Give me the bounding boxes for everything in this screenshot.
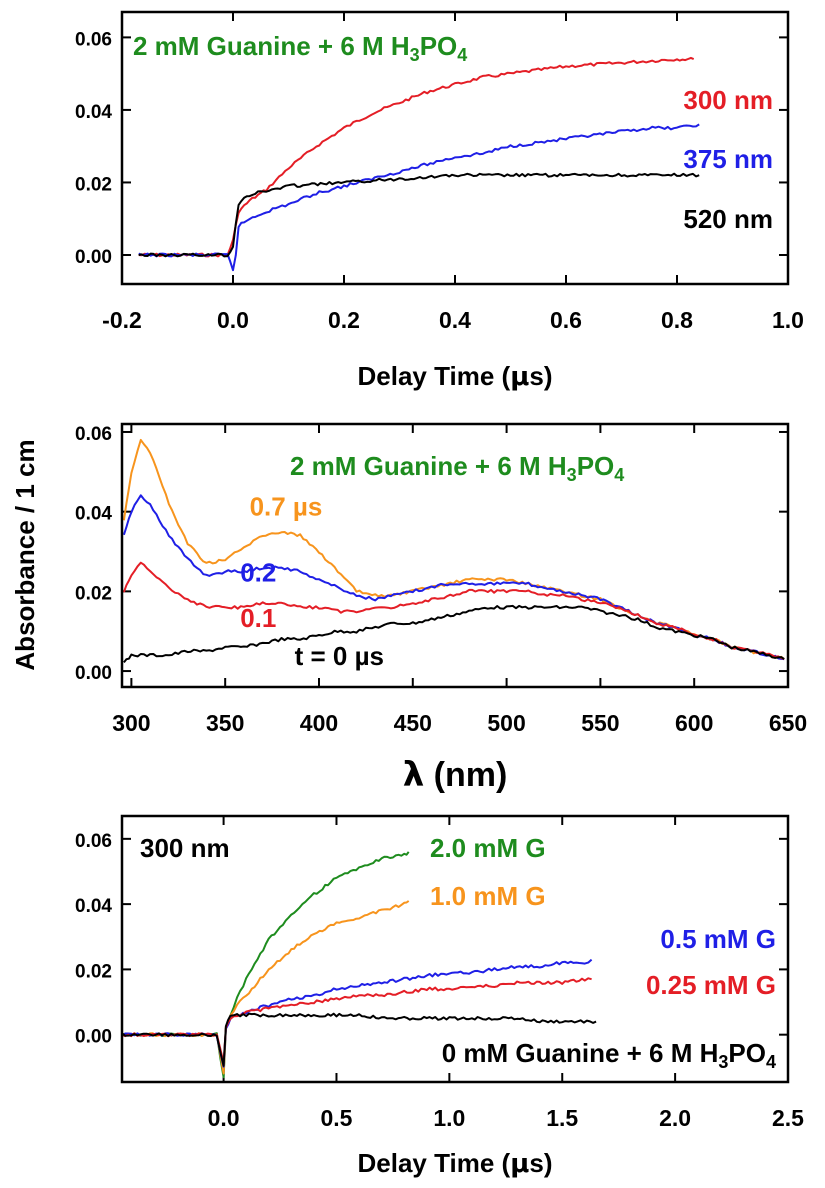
y-tick-label: 0.06	[75, 831, 112, 852]
series-line	[121, 1012, 597, 1067]
middle-data-lines	[122, 438, 785, 664]
x-tick-label: 300	[112, 710, 150, 736]
x-tick-label: 650	[769, 710, 807, 736]
x-tick-label: 2.5	[772, 1105, 804, 1131]
x-tick-label: 2.0	[659, 1105, 691, 1131]
bottom-series-label-0.5: 0.5 mM G	[660, 924, 776, 954]
middle-annotation: 2 mM Guanine + 6 M H3PO4	[290, 451, 624, 485]
x-tick-label: -0.2	[102, 307, 142, 333]
series-line	[122, 561, 785, 661]
series-label: 0.2	[240, 557, 276, 587]
top-axes-ticks: -0.2 0.0 0.2 0.4 0.6 0.8 1.0 0.00 0.02 0.04 0.06	[75, 12, 804, 333]
y-tick-label: 0.04	[75, 896, 112, 917]
y-tick-label: 0.06	[75, 424, 112, 445]
y-tick-label: 0.06	[75, 29, 112, 50]
x-tick-label: 500	[487, 710, 525, 736]
x-tick-label: 350	[206, 710, 244, 736]
bottom-annotation-wavelength: 300 nm	[140, 833, 230, 863]
bottom-series-label-0.25: 0.25 mM G	[646, 970, 776, 1000]
middle-y-axis-title: Absorbance / 1 cm	[10, 439, 40, 670]
series-line	[138, 172, 700, 258]
series-line	[122, 494, 785, 661]
top-series-label-520: 520 nm	[683, 204, 773, 234]
y-tick-label: 0.02	[75, 583, 112, 604]
top-annotation: 2 mM Guanine + 6 M H3PO4	[133, 31, 467, 65]
x-tick-label: 1.0	[433, 1105, 465, 1131]
series-line	[138, 56, 695, 258]
x-tick-label: 550	[581, 710, 619, 736]
y-tick-label: 0.00	[75, 247, 112, 268]
x-tick-label: 400	[300, 710, 338, 736]
x-tick-label: 450	[394, 710, 432, 736]
panel-top: -0.2 0.0 0.2 0.4 0.6 0.8 1.0 0.00 0.02 0.04 0.06 2…	[75, 10, 804, 392]
top-data-lines	[138, 56, 700, 272]
bottom-plot-frame	[120, 814, 790, 1084]
series-line	[123, 604, 785, 664]
middle-axes-ticks: 300 350 400 450 500 550 600 650 0.00 0.02 0.04 0.06	[75, 424, 807, 736]
x-tick-label: 600	[675, 710, 713, 736]
top-series-label-300: 300 nm	[683, 85, 773, 115]
middle-plot-frame	[120, 422, 790, 689]
y-tick-label: 0.02	[75, 174, 112, 195]
series-label: 0.1	[240, 603, 276, 633]
x-tick-label: 1.0	[772, 307, 804, 333]
series-label: 0.7 µs	[250, 492, 323, 522]
y-tick-label: 0.04	[75, 102, 112, 123]
x-tick-label: 1.5	[546, 1105, 578, 1131]
bottom-series-label-2.0: 2.0 mM G	[430, 833, 546, 863]
series-line	[121, 900, 410, 1075]
x-tick-label: 0.8	[661, 307, 693, 333]
x-tick-label: 0.6	[550, 307, 582, 333]
x-tick-label: 0.0	[217, 307, 249, 333]
y-tick-label: 0.04	[75, 504, 112, 525]
x-tick-label: 0.5	[320, 1105, 352, 1131]
middle-series-labels: 0.7 µs 0.2 0.1 t = 0 µs	[240, 492, 384, 671]
bottom-data-lines	[121, 851, 597, 1079]
middle-x-axis-title: λ (nm)	[403, 755, 508, 795]
x-tick-label: 0.4	[439, 307, 471, 333]
bottom-annotation-control: 0 mM Guanine + 6 M H3PO4	[442, 1038, 776, 1072]
panel-bottom: 0.0 0.5 1.0 1.5 2.0 2.5 0.00 0.02 0.04 0.06 300 n…	[75, 814, 804, 1179]
y-tick-label: 0.00	[75, 1027, 112, 1048]
top-series-label-375: 375 nm	[683, 144, 773, 174]
x-tick-label: 0.0	[208, 1105, 240, 1131]
bottom-x-axis-title: Delay Time (μs)	[358, 1148, 553, 1179]
bottom-series-label-1.0: 1.0 mM G	[430, 881, 546, 911]
series-label: t = 0 µs	[295, 641, 384, 671]
series-line	[138, 123, 700, 272]
top-x-axis-title: Delay Time (μs)	[358, 361, 553, 392]
y-tick-label: 0.02	[75, 961, 112, 982]
series-line	[121, 851, 410, 1079]
x-tick-label: 0.2	[328, 307, 360, 333]
top-plot-frame	[120, 10, 790, 286]
y-tick-label: 0.00	[75, 663, 112, 684]
panel-middle: 300 350 400 450 500 550 600 650 0.00 0.02 0.04 0.06…	[10, 422, 807, 795]
